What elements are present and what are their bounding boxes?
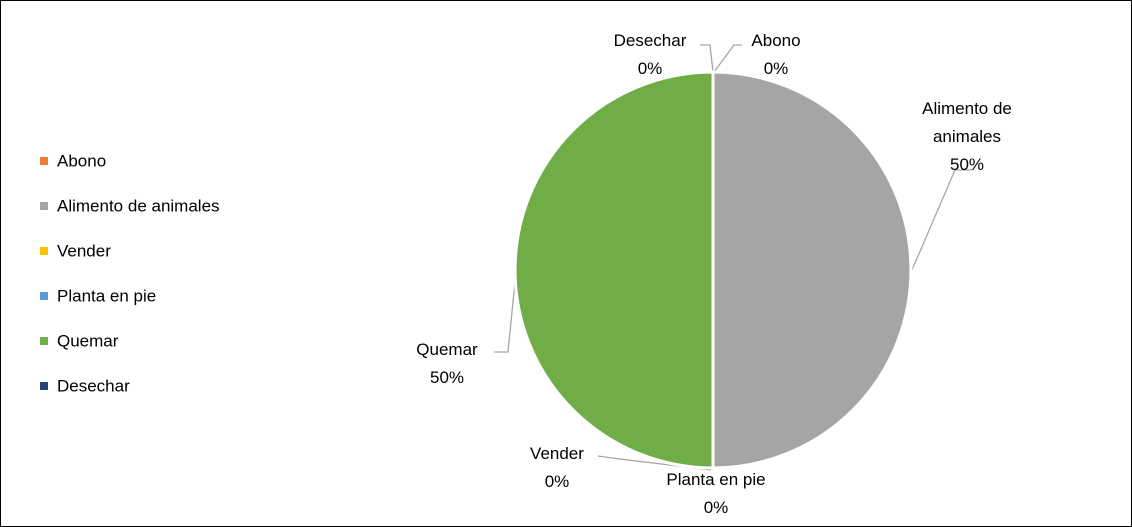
legend-swatch <box>40 337 48 345</box>
legend-label: Planta en pie <box>57 286 156 305</box>
legend-label: Quemar <box>57 331 119 350</box>
data-label: Abono 0% <box>711 27 841 83</box>
legend-swatch <box>40 382 48 390</box>
data-label-name: Planta en pie <box>666 470 766 489</box>
data-label-value: 50% <box>429 368 465 387</box>
data-label: Planta en pie 0% <box>651 466 781 522</box>
legend-label: Vender <box>57 241 111 260</box>
data-label: Quemar 50% <box>382 336 512 392</box>
data-label: Vender 0% <box>492 440 622 496</box>
data-label-name: Abono <box>751 31 801 50</box>
data-label-value: 0% <box>703 498 729 517</box>
legend-swatch <box>40 292 48 300</box>
legend-label: Alimento de animales <box>57 196 220 215</box>
data-label-value: 0% <box>637 59 663 78</box>
data-label-name: Quemar <box>416 340 478 359</box>
leader-line <box>911 169 972 271</box>
data-label-name: Alimento de animales <box>922 99 1012 146</box>
data-label-name: Desechar <box>613 31 687 50</box>
leader-line <box>494 271 517 353</box>
data-label-value: 50% <box>949 155 985 174</box>
legend-label: Abono <box>57 151 106 170</box>
legend-label: Desechar <box>57 376 130 395</box>
data-label: Desechar 0% <box>585 27 715 83</box>
data-label-value: 0% <box>763 59 789 78</box>
pie-slice <box>711 70 913 470</box>
leader-line <box>700 44 714 73</box>
pie-slice <box>513 70 715 470</box>
data-label-name: Vender <box>530 444 584 463</box>
legend-swatch <box>40 202 48 210</box>
data-label: Alimento de animales 50% <box>902 95 1032 179</box>
legend-swatch <box>40 247 48 255</box>
legend-swatch <box>40 157 48 165</box>
data-label-value: 0% <box>544 472 570 491</box>
leader-line <box>713 44 742 73</box>
